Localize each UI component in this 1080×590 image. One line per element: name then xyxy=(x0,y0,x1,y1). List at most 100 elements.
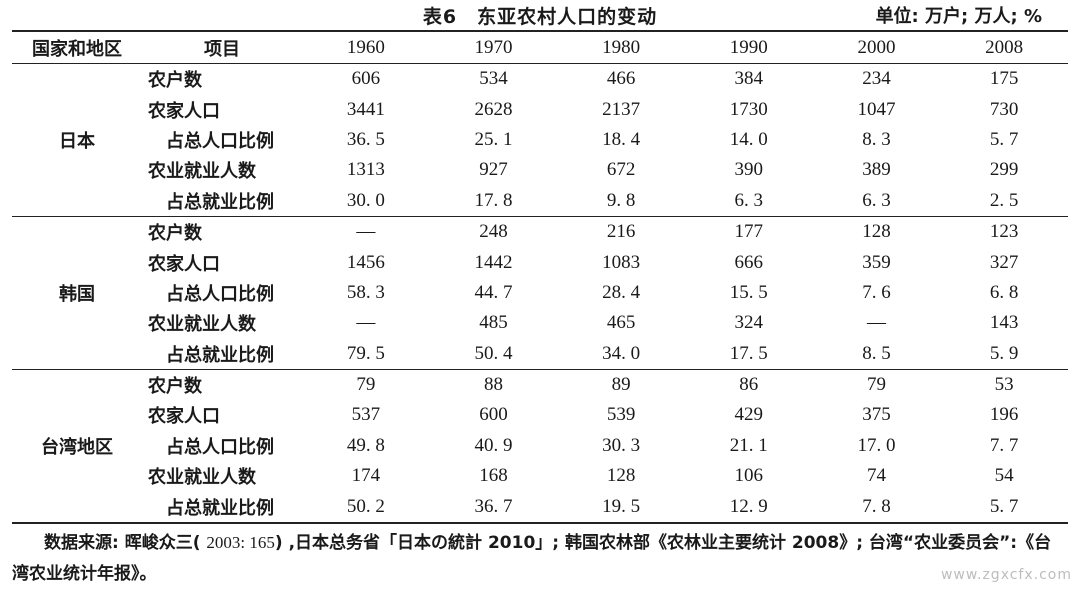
value-cell: 175 xyxy=(989,68,1019,90)
value-cell: 12. 9 xyxy=(729,495,768,517)
table-row: 农家人口 537 600 539 429 375 196 xyxy=(12,400,1068,430)
value-cell: 128 xyxy=(862,221,891,243)
value-cell: 19. 5 xyxy=(602,495,641,517)
value-cell: 234 xyxy=(862,68,891,90)
table-title: 表6 东亚农村人口的变动 xyxy=(422,6,658,28)
value-cell: 1047 xyxy=(857,98,896,120)
rural-population-table: 国家和地区 项目 1960 1970 1980 1990 2000 2008 日… xyxy=(12,30,1068,524)
header-year: 1960 xyxy=(346,36,385,58)
value-cell: 7. 7 xyxy=(989,434,1019,456)
value-cell: 216 xyxy=(606,221,636,243)
value-cell: 53 xyxy=(994,374,1014,396)
value-cell: 1730 xyxy=(729,98,768,120)
value-cell: 327 xyxy=(989,251,1019,273)
item-cell: 占总就业比例 xyxy=(166,344,274,366)
value-cell: 30. 3 xyxy=(602,434,641,456)
value-cell: 123 xyxy=(989,221,1019,243)
value-cell: 17. 5 xyxy=(729,342,768,364)
data-source-note: 数据来源: 晖峻众三( 2003: 165) ,日本总务省「日本の統計 2010… xyxy=(12,527,1068,590)
table-row: 农家人口 3441 2628 2137 1730 1047 730 xyxy=(12,94,1068,124)
value-cell: 86 xyxy=(739,374,759,396)
value-cell: 666 xyxy=(734,251,764,273)
value-cell: 25. 1 xyxy=(474,128,513,150)
item-cell: 农家人口 xyxy=(148,406,220,428)
value-cell: 44. 7 xyxy=(474,281,513,303)
value-cell: — xyxy=(356,221,376,243)
source-ref: 2003: 165 xyxy=(206,533,275,552)
value-cell: 375 xyxy=(862,404,891,426)
header-row: 国家和地区 项目 1960 1970 1980 1990 2000 2008 xyxy=(12,31,1068,64)
item-cell: 农家人口 xyxy=(148,100,220,122)
table-row: 农业就业人数 174 168 128 106 74 54 xyxy=(12,461,1068,491)
header-year: 1980 xyxy=(602,36,641,58)
value-cell: 248 xyxy=(479,221,508,243)
value-cell: 88 xyxy=(483,374,503,396)
table-row: 日本 农户数 606 534 466 384 234 175 xyxy=(12,64,1068,152)
item-cell: 农业就业人数 xyxy=(148,467,256,489)
item-cell: 农户数 xyxy=(148,70,202,92)
value-cell: 58. 3 xyxy=(346,281,385,303)
value-cell: 17. 8 xyxy=(474,189,513,211)
country-cell: 日本 xyxy=(59,130,95,152)
value-cell: 30. 0 xyxy=(346,189,385,211)
value-cell: 324 xyxy=(734,312,764,334)
value-cell: 389 xyxy=(862,159,891,181)
value-cell: 6. 8 xyxy=(989,281,1019,303)
table-row: 农业就业人数 — 485 465 324 — 143 xyxy=(12,308,1068,338)
value-cell: 28. 4 xyxy=(602,281,641,303)
item-cell: 占总就业比例 xyxy=(166,191,274,213)
value-cell: 8. 5 xyxy=(862,342,891,364)
value-cell: 5. 7 xyxy=(989,495,1019,517)
value-cell: 17. 0 xyxy=(857,434,896,456)
value-cell: 54 xyxy=(994,465,1014,487)
value-cell: 927 xyxy=(479,159,508,181)
item-cell: 占总人口比例 xyxy=(166,130,274,152)
value-cell: 50. 2 xyxy=(346,495,385,517)
value-cell: 1313 xyxy=(346,159,385,181)
value-cell: 89 xyxy=(611,374,631,396)
value-cell: 74 xyxy=(866,465,886,487)
value-cell: 174 xyxy=(351,465,381,487)
item-cell: 占总就业比例 xyxy=(166,497,274,519)
value-cell: 465 xyxy=(606,312,636,334)
value-cell: 534 xyxy=(479,68,508,90)
value-cell: 15. 5 xyxy=(729,281,768,303)
value-cell: 79 xyxy=(356,374,376,396)
value-cell: 600 xyxy=(479,404,508,426)
table-row: 韩国 农户数 — 248 216 177 128 123 xyxy=(12,216,1068,305)
value-cell: 2. 5 xyxy=(989,189,1019,211)
source-text: ) ,日本总务省「日本の統計 2010」; 韩国农林部《农林业主要统计 2008… xyxy=(12,533,1052,584)
table-row: 占总人口比例 36. 5 25. 1 18. 4 14. 0 8. 3 5. 7 xyxy=(12,125,1068,155)
value-cell: 606 xyxy=(351,68,381,90)
value-cell: 128 xyxy=(606,465,636,487)
value-cell: 34. 0 xyxy=(602,342,641,364)
table-row: 占总人口比例 58. 3 44. 7 28. 4 15. 5 7. 6 6. 8 xyxy=(12,278,1068,308)
value-cell: 14. 0 xyxy=(729,128,768,150)
value-cell: 672 xyxy=(606,159,636,181)
watermark: www.zgxcfx.com xyxy=(940,567,1072,583)
table-row: 占总人口比例 49. 8 40. 9 30. 3 21. 1 17. 0 7. 7 xyxy=(12,431,1068,461)
source-label: 数据来源: 晖峻众三( xyxy=(44,533,207,553)
header-year: 1970 xyxy=(474,36,513,58)
table-row: 占总就业比例 30. 0 17. 8 9. 8 6. 3 6. 3 2. 5 xyxy=(12,186,1068,217)
item-cell: 占总人口比例 xyxy=(166,436,274,458)
value-cell: 3441 xyxy=(346,98,385,120)
value-cell: 359 xyxy=(862,251,891,273)
value-cell: 36. 5 xyxy=(346,128,385,150)
value-cell: — xyxy=(866,312,886,334)
value-cell: 537 xyxy=(351,404,381,426)
value-cell: 5. 7 xyxy=(989,128,1019,150)
value-cell: 539 xyxy=(606,404,636,426)
value-cell: 18. 4 xyxy=(602,128,641,150)
value-cell: 1083 xyxy=(602,251,641,273)
country-cell: 台湾地区 xyxy=(41,436,113,458)
value-cell: 40. 9 xyxy=(474,434,513,456)
table-row: 占总就业比例 79. 5 50. 4 34. 0 17. 5 8. 5 5. 9 xyxy=(12,339,1068,370)
value-cell: 7. 6 xyxy=(862,281,891,303)
value-cell: 9. 8 xyxy=(606,189,636,211)
table-row: 农家人口 1456 1442 1083 666 359 327 xyxy=(12,247,1068,277)
item-cell: 占总人口比例 xyxy=(166,283,274,305)
header-item: 项目 xyxy=(204,38,240,60)
unit-label: 单位: 万户; 万人; % xyxy=(875,6,1042,27)
header-year: 2000 xyxy=(857,36,896,58)
